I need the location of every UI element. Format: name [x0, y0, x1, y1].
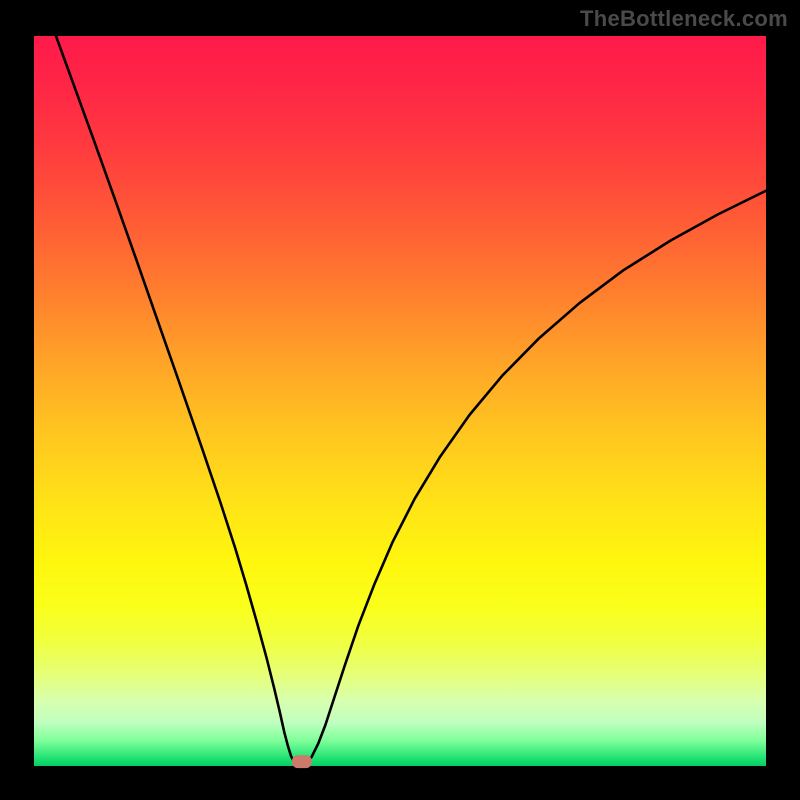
- plot-gradient-background: [34, 36, 766, 766]
- optimal-point-marker: [292, 755, 312, 768]
- watermark-text: TheBottleneck.com: [580, 6, 788, 32]
- bottleneck-chart: [0, 0, 800, 800]
